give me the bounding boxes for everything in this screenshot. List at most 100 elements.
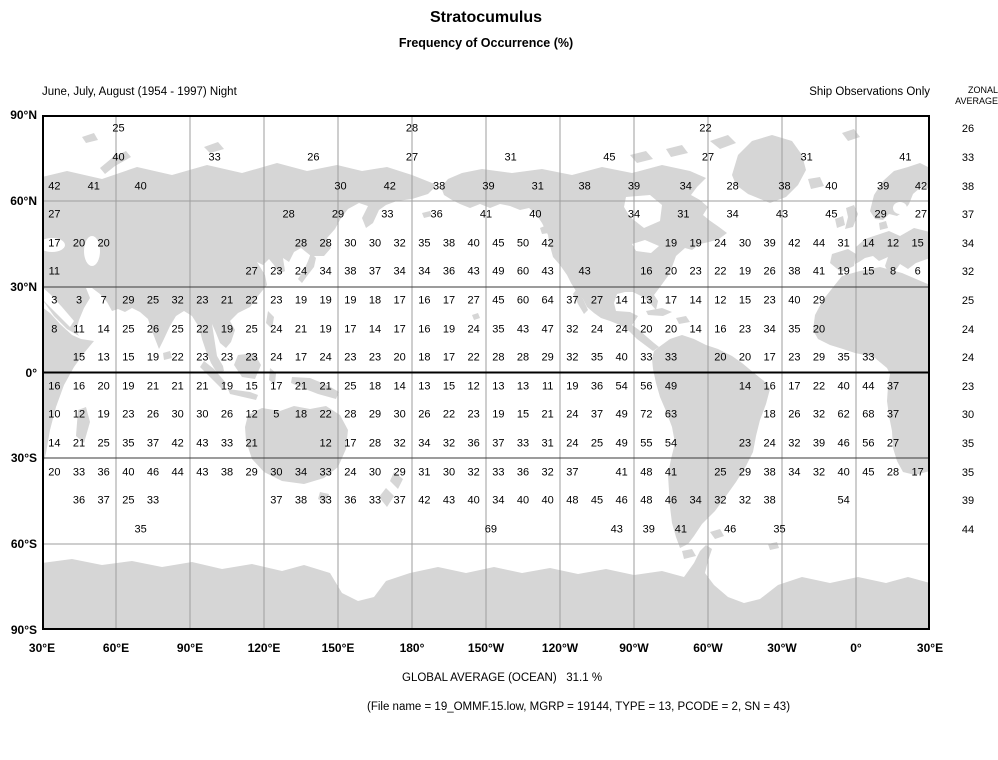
- grid-value: 16: [48, 380, 61, 393]
- grid-value: 21: [294, 380, 308, 393]
- grid-value: 24: [294, 265, 308, 278]
- grid-value: 18: [294, 408, 308, 421]
- grid-value: 32: [541, 466, 554, 479]
- grid-value: 23: [270, 294, 283, 307]
- grid-value: 31: [504, 151, 517, 164]
- grid-value: 43: [196, 437, 209, 450]
- lakes-great-lakes: [632, 240, 659, 253]
- grid-value: 19: [344, 294, 357, 307]
- grid-value: 33: [381, 208, 394, 221]
- grid-value: 33: [208, 151, 221, 164]
- grid-value: 35: [122, 437, 135, 450]
- grid-value: 19: [689, 237, 702, 250]
- grid-value: 23: [270, 265, 283, 278]
- grid-value: 46: [615, 494, 628, 507]
- grid-value: 17: [442, 294, 456, 307]
- grid-value: 43: [610, 523, 623, 536]
- grid-value: 30: [344, 237, 357, 250]
- grid-value: 37: [492, 437, 505, 450]
- grid-value: 12: [245, 408, 258, 421]
- grid-value: 23: [788, 351, 801, 364]
- grid-value: 27: [48, 208, 61, 221]
- grid-value: 27: [245, 265, 258, 278]
- grid-value: 31: [541, 437, 554, 450]
- grid-value: 23: [689, 265, 702, 278]
- landmass-africa-east: [42, 307, 94, 469]
- zonal-average-value: 30: [961, 409, 975, 422]
- landmass-hokkaido: [309, 243, 319, 254]
- grid-value: 27: [914, 208, 928, 221]
- grid-value: 21: [146, 380, 160, 393]
- grid-value: 15: [442, 380, 456, 393]
- grid-value: 20: [72, 237, 86, 250]
- grid-value: 18: [368, 380, 382, 393]
- grid-value: 35: [134, 523, 147, 536]
- grid-value: 12: [714, 294, 727, 307]
- grid-value: 33: [640, 351, 653, 364]
- grid-value: 32: [714, 494, 727, 507]
- grid-value: 46: [664, 494, 678, 507]
- grid-value: 25: [146, 294, 160, 307]
- grid-value: 25: [714, 466, 727, 479]
- grid-value: 24: [319, 351, 332, 364]
- grid-value: 38: [433, 180, 446, 193]
- grid-value: 18: [368, 294, 382, 307]
- grid-value: 48: [566, 494, 579, 507]
- grid-value: 14: [862, 237, 875, 250]
- grid-value: 34: [418, 437, 431, 450]
- grid-value: 37: [368, 265, 382, 278]
- grid-value: 20: [640, 323, 653, 336]
- lat-tick-label: 30°N: [10, 279, 37, 294]
- grid-value: 42: [914, 180, 928, 193]
- grid-value: 17: [763, 351, 776, 364]
- grid-value: 17: [911, 466, 924, 479]
- grid-value: 60: [516, 294, 530, 307]
- grid-value: 40: [825, 180, 838, 193]
- grid-value: 32: [788, 437, 801, 450]
- grid-value: 29: [245, 466, 258, 479]
- grid-value: 68: [862, 408, 875, 421]
- grid-value: 39: [812, 437, 826, 450]
- sea-caspian: [84, 236, 100, 266]
- grid-value: 15: [738, 294, 752, 307]
- grid-value: 38: [220, 466, 234, 479]
- grid-value: 20: [48, 466, 61, 479]
- grid-value: 30: [171, 408, 184, 421]
- grid-value: 25: [245, 323, 258, 336]
- grid-value: 30: [442, 466, 456, 479]
- landmass-iberia: [830, 249, 856, 272]
- grid-value: 35: [773, 523, 786, 536]
- grid-value: 17: [393, 323, 406, 336]
- grid-value: 7: [100, 294, 107, 307]
- grid-value: 11: [541, 380, 554, 393]
- grid-value: 35: [492, 323, 505, 336]
- grid-value: 23: [122, 408, 135, 421]
- grid-value: 24: [590, 323, 604, 336]
- grid-value: 23: [220, 351, 234, 364]
- grid-value: 25: [122, 494, 135, 507]
- grid-value: 32: [171, 294, 184, 307]
- grid-value: 33: [368, 494, 382, 507]
- grid-value: 28: [368, 437, 382, 450]
- grid-value: 37: [566, 466, 579, 479]
- grid-value: 28: [294, 237, 308, 250]
- grid-value: 33: [319, 466, 332, 479]
- grid-value: 40: [837, 466, 850, 479]
- grid-value: 33: [319, 494, 332, 507]
- grid-value: 43: [196, 466, 209, 479]
- grid-value: 40: [837, 380, 850, 393]
- grid-value: 20: [664, 265, 678, 278]
- grid-value: 37: [146, 437, 160, 450]
- landmass-java: [228, 389, 258, 400]
- landmass-denmark: [879, 221, 888, 230]
- grid-value: 26: [763, 265, 776, 278]
- grid-value: 28: [516, 351, 530, 364]
- grid-value: 19: [294, 294, 308, 307]
- zonal-average-value: 23: [961, 380, 975, 393]
- map-border: [42, 115, 930, 630]
- grid-value: 54: [837, 494, 850, 507]
- grid-value: 28: [492, 351, 505, 364]
- grid-value: 40: [529, 208, 542, 221]
- grid-value: 17: [344, 437, 357, 450]
